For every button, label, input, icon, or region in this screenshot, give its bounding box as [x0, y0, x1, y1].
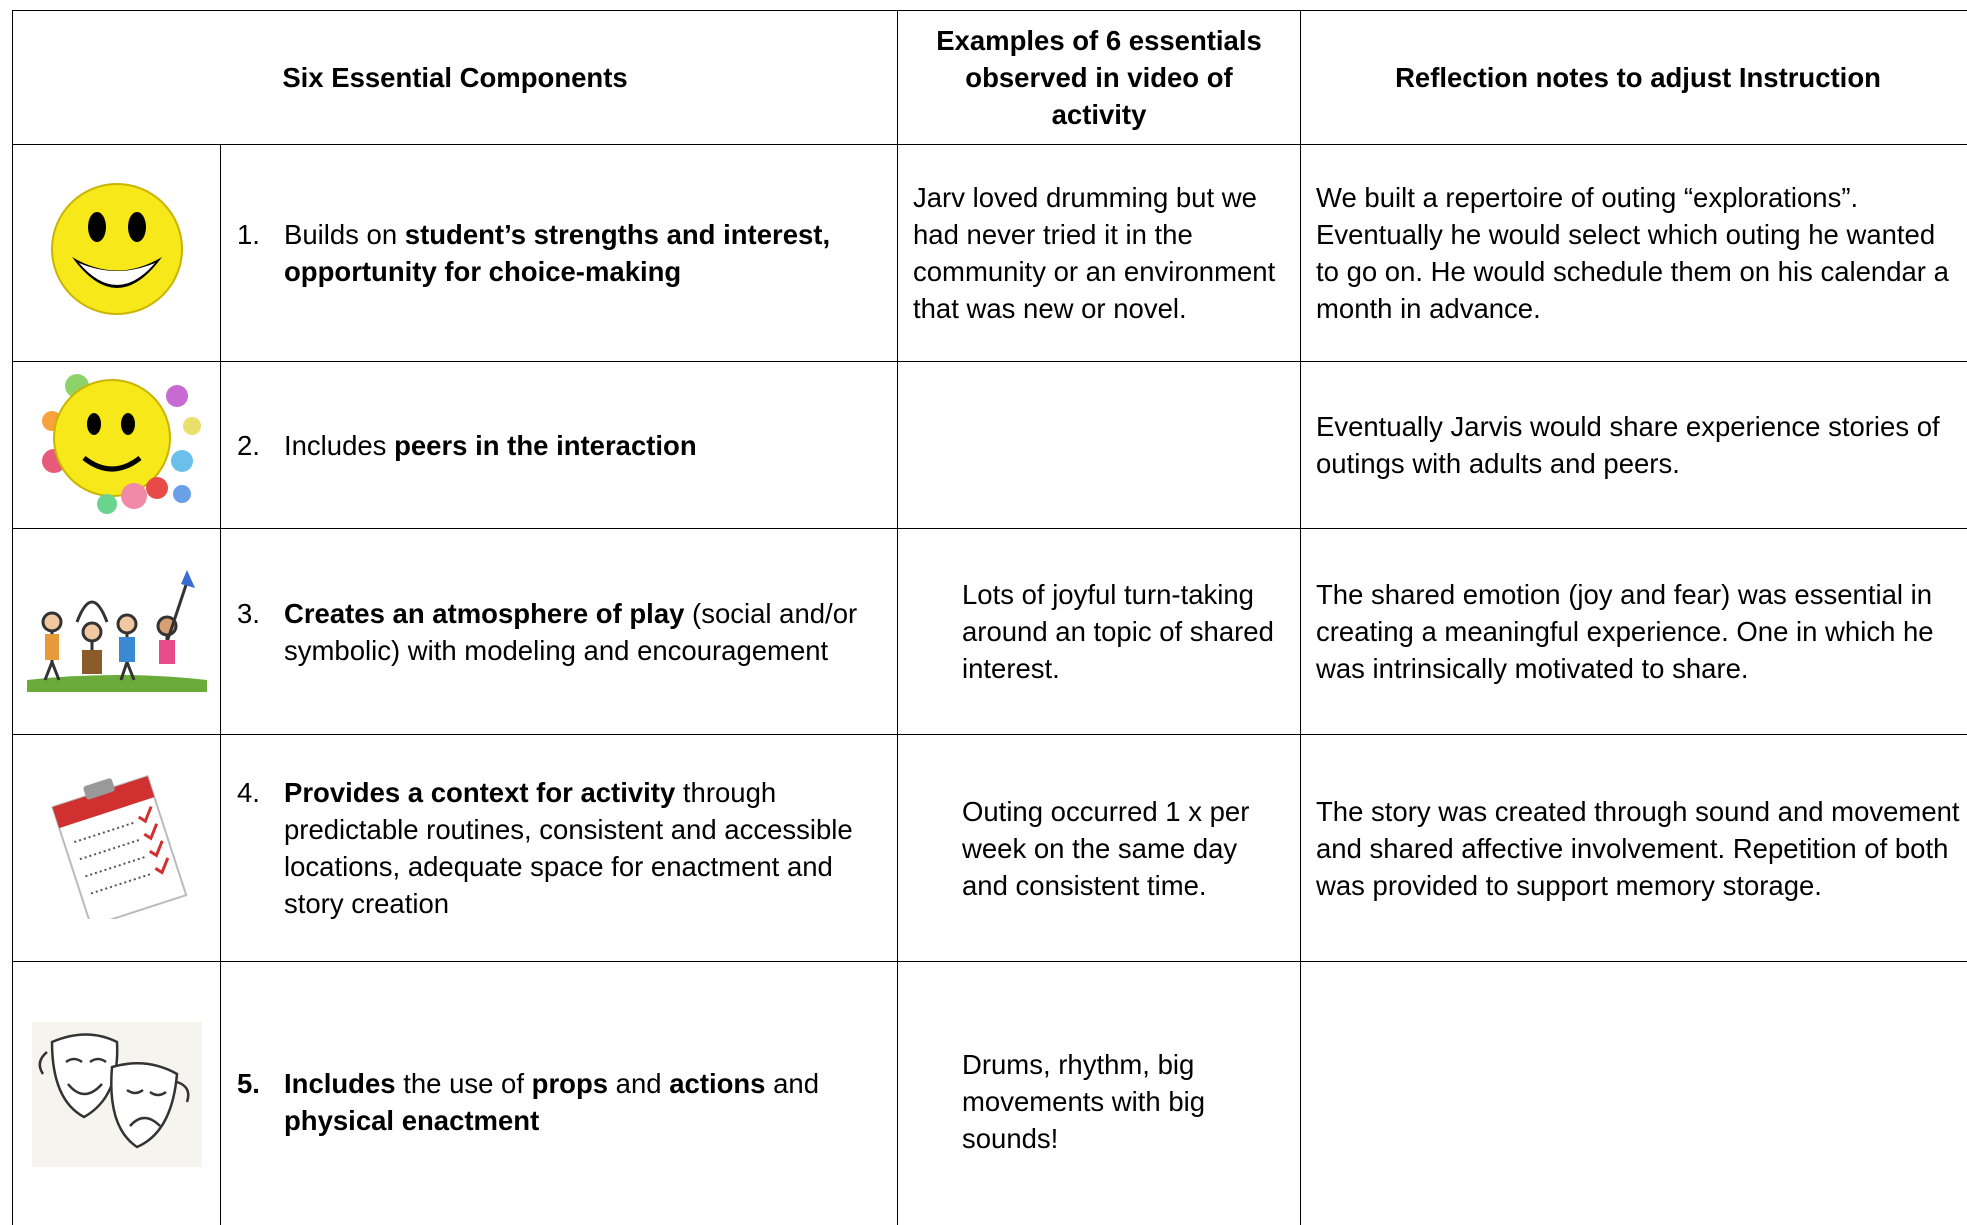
text-run: student’s strengths and interest, opport…	[284, 219, 838, 287]
item-number: 1.	[237, 219, 260, 250]
theater-masks-icon	[31, 1022, 202, 1167]
item-number: 3.	[237, 597, 260, 629]
icon-cell	[12, 961, 221, 1225]
components-table: Six Essential Components Examples of 6 e…	[12, 10, 1967, 1225]
header-cell: Reflection notes to adjust Instruction	[1300, 10, 1967, 145]
row: 4. Provides a context for activity throug…	[12, 734, 1967, 962]
text-run: the use of	[395, 1067, 532, 1099]
row: 1. Builds on student’s strengths and inte…	[12, 144, 1967, 362]
text-run: and	[608, 1067, 670, 1099]
header-row: Six Essential Components Examples of 6 e…	[12, 10, 1967, 145]
example-cell: Lots of joyful turn-taking around an top…	[897, 528, 1301, 735]
text-run: through predictable routines, consistent…	[284, 777, 861, 919]
text-run: Includes	[284, 1067, 396, 1099]
smiley-group-icon	[41, 373, 201, 514]
text-run: Provides a context for activity	[284, 777, 676, 808]
row: 5. Includes the use of props and actions …	[12, 961, 1967, 1225]
example-cell: Jarv loved drumming but we had never tri…	[897, 144, 1301, 362]
kids-playing-icon	[26, 570, 207, 692]
header-cell: Six Essential Components	[12, 10, 898, 145]
component-line: 5. Includes the use of props and actions …	[237, 1065, 889, 1139]
component-text: Includes the use of props and actions an…	[284, 1065, 889, 1139]
example-cell: Outing occurred 1 x per week on the same…	[897, 734, 1301, 962]
component-cell: 2. Includes peers in the interaction	[220, 361, 898, 529]
checklist-icon	[50, 774, 187, 927]
text-run: Creates an atmosphere of play	[284, 597, 685, 629]
text-run: (social and/or symbolic) with modeling a…	[284, 597, 865, 666]
text-run: peers in the interaction	[394, 429, 697, 461]
text-run: actions	[669, 1067, 766, 1099]
component-line: 4. Provides a context for activity throug…	[237, 774, 889, 922]
header-cell: Examples of 6 essentials observed in vid…	[897, 10, 1301, 145]
example-cell: Drums, rhythm, big movements with big so…	[897, 961, 1301, 1225]
reflection-cell: The story was created through sound and …	[1300, 734, 1967, 962]
component-line: 1. Builds on student’s strengths and inte…	[237, 216, 889, 290]
item-number: 4.	[237, 777, 260, 808]
text-run: Includes	[284, 429, 395, 461]
row: 3. Creates an atmosphere of play (social …	[12, 528, 1967, 735]
component-line: 3. Creates an atmosphere of play (social …	[237, 595, 889, 669]
item-number: 2.	[237, 429, 260, 461]
text-run: physical enactment	[284, 1104, 540, 1136]
text-run: and	[765, 1067, 827, 1099]
component-text: Creates an atmosphere of play (social an…	[284, 595, 889, 669]
reflection-cell: Eventually Jarvis would share experience…	[1300, 361, 1967, 529]
smiley-icon	[50, 182, 183, 315]
text-run: Builds on	[284, 219, 405, 250]
row: 2. Includes peers in the interaction Even…	[12, 361, 1967, 529]
icon-cell	[12, 528, 221, 735]
component-cell: 3. Creates an atmosphere of play (social …	[220, 528, 898, 735]
component-text: Includes peers in the interaction	[284, 427, 697, 464]
icon-cell	[12, 361, 221, 529]
icon-cell	[12, 734, 221, 962]
component-text: Builds on student’s strengths and intere…	[284, 216, 889, 290]
icon-cell	[12, 144, 221, 362]
text-run: props	[531, 1067, 609, 1099]
item-number: 5.	[237, 1067, 260, 1099]
reflection-cell: We built a repertoire of outing “explora…	[1300, 144, 1967, 362]
component-cell: 4. Provides a context for activity throug…	[220, 734, 898, 962]
reflection-cell: The shared emotion (joy and fear) was es…	[1300, 528, 1967, 735]
example-cell	[897, 361, 1301, 529]
component-line: 2. Includes peers in the interaction	[237, 427, 889, 464]
component-text: Provides a context for activity through …	[284, 774, 889, 922]
component-cell: 1. Builds on student’s strengths and inte…	[220, 144, 898, 362]
component-cell: 5. Includes the use of props and actions …	[220, 961, 898, 1225]
reflection-cell	[1300, 961, 1967, 1225]
